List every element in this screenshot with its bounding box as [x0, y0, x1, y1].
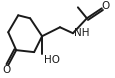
- Text: O: O: [101, 1, 109, 11]
- Text: O: O: [2, 65, 10, 75]
- Text: HO: HO: [44, 55, 60, 65]
- Text: NH: NH: [73, 28, 89, 38]
